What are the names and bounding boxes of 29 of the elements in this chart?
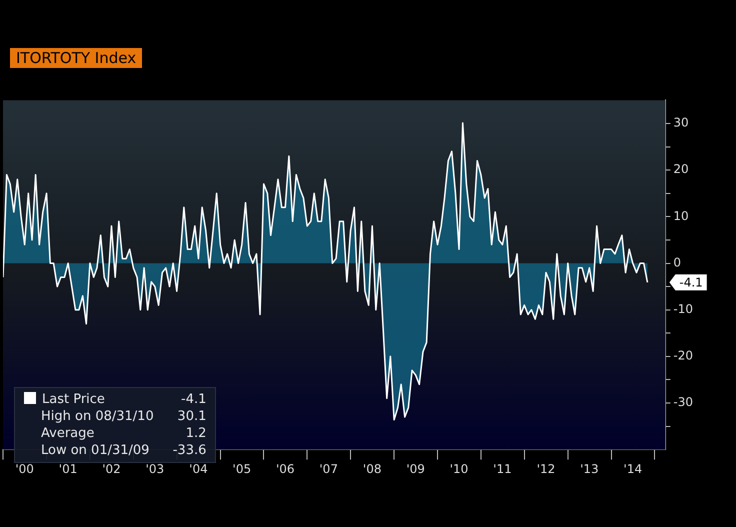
legend-label: Last Price <box>41 391 106 408</box>
x-tick-label: '08 <box>362 462 382 476</box>
chart-title: ITORTOTY Index <box>10 48 142 68</box>
y-tick-label: 10 <box>673 208 689 223</box>
text: Average 1.2 <box>41 426 206 441</box>
x-tick-label: '10 <box>450 462 468 476</box>
x-tick-label: '11 <box>493 462 512 476</box>
x-tick-label: '04 <box>189 462 208 476</box>
x-tick-label: '02 <box>102 462 121 476</box>
y-tick-label: 20 <box>673 162 689 176</box>
text: Low on 01/31/09 -33.6 <box>41 443 206 458</box>
x-tick-label: '06 <box>276 462 295 476</box>
x-tick-label: '03 <box>146 462 164 476</box>
x-tick-label: '07 <box>319 462 338 476</box>
text: -4.1 <box>181 392 206 407</box>
y-tick-label: 0 <box>673 255 682 270</box>
text: High on 08/31/10 30.1 <box>41 409 206 424</box>
x-tick-label: '09 <box>406 462 425 476</box>
x-tick-label: '14 <box>624 462 642 476</box>
y-tick-label: -30 <box>673 395 694 410</box>
x-tick-label: '13 <box>580 462 599 476</box>
y-tick-label: 30 <box>673 116 689 130</box>
annotation: -4.1 <box>679 275 703 290</box>
x-tick-label: '12 <box>536 462 556 476</box>
x-tick-label: '00 <box>15 462 34 476</box>
x-tick-label: '01 <box>58 462 78 476</box>
y-tick-label: -10 <box>673 302 694 316</box>
x-tick-label: '05 <box>232 462 252 476</box>
y-tick-label: -20 <box>673 348 694 363</box>
